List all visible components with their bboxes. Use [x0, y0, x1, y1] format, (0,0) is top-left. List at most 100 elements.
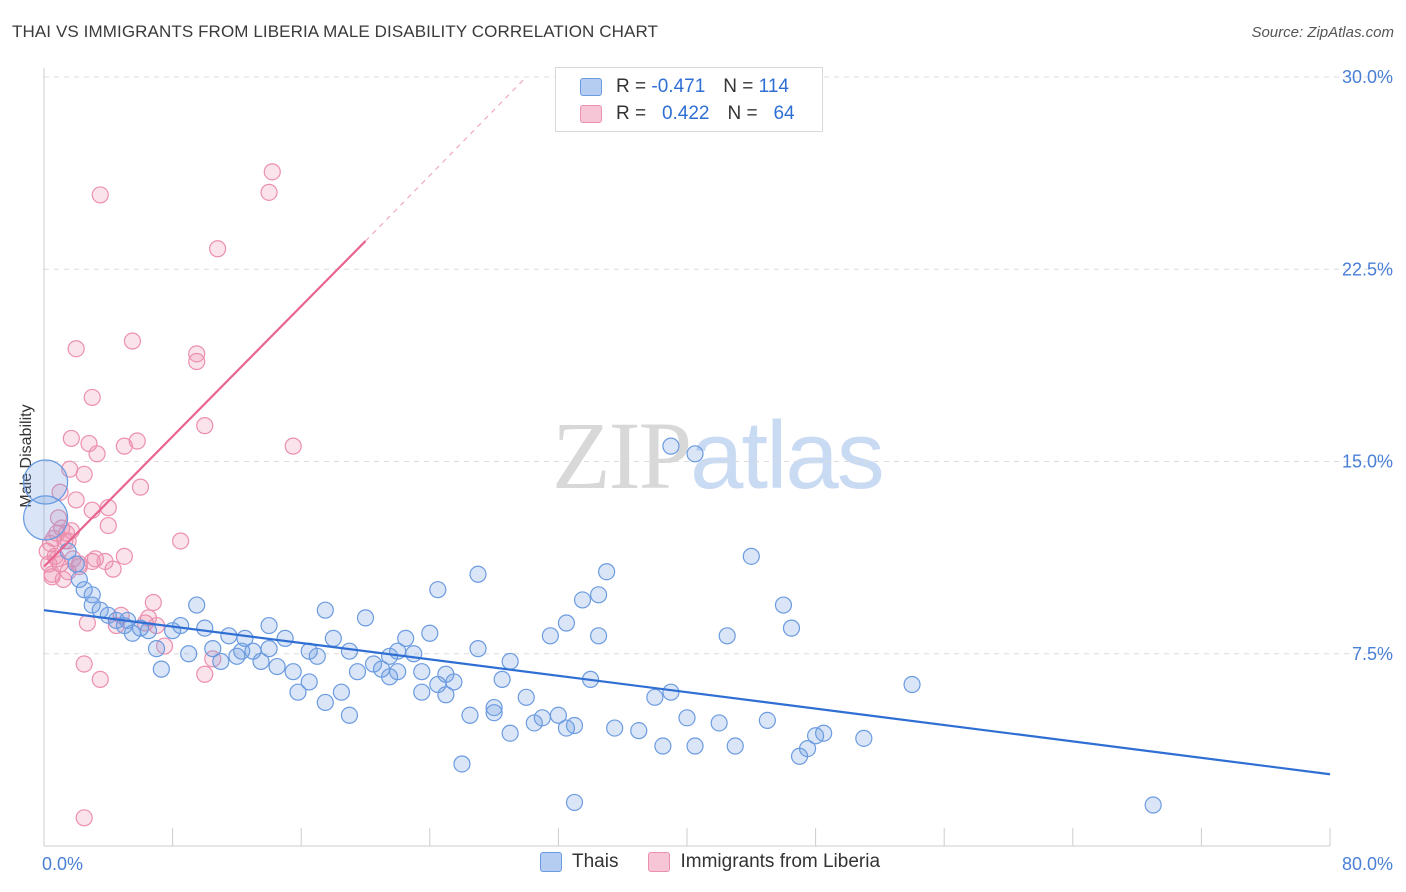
series-legend: Thais Immigrants from Liberia	[540, 851, 910, 873]
y-tick-label: 22.5%	[1342, 259, 1393, 279]
liberia-point	[75, 655, 93, 673]
source-label: Source: ZipAtlas.com	[1251, 24, 1394, 41]
thais-point	[549, 706, 568, 724]
thais-point	[589, 627, 608, 645]
thais-point	[501, 724, 519, 742]
thais-point	[212, 652, 230, 671]
thais-point	[437, 686, 455, 704]
thais-point	[774, 596, 793, 614]
liberia-point	[209, 240, 227, 258]
thais-point	[557, 614, 576, 632]
liberia-point	[88, 445, 106, 463]
legend-label-thais: Thais	[572, 851, 619, 872]
axes	[43, 68, 1331, 847]
thais-point	[289, 683, 307, 701]
thais-point	[340, 706, 359, 724]
thais-regression-line	[43, 609, 1331, 776]
thais-point	[573, 591, 592, 609]
thais-point	[718, 627, 736, 645]
thais-point	[348, 663, 367, 681]
liberia-point	[104, 560, 122, 578]
legend-n-value: 64	[773, 103, 795, 124]
thais-point	[180, 645, 198, 663]
liberia-regression-extension	[365, 76, 527, 242]
thais-point	[252, 652, 270, 671]
liberia-point	[75, 809, 93, 827]
thais-point	[493, 670, 511, 688]
thais-point	[413, 663, 431, 681]
thais-point	[196, 619, 214, 637]
liberia-point	[144, 593, 162, 612]
liberia-point	[83, 552, 101, 571]
legend-r-label: R =	[616, 103, 647, 124]
thais-point	[397, 629, 415, 647]
thais-point	[686, 445, 704, 463]
thais-point	[188, 596, 206, 614]
chart-title: THAI VS IMMIGRANTS FROM LIBERIA MALE DIS…	[12, 22, 658, 41]
legend-r-value: 0.422	[661, 103, 710, 124]
thais-point	[316, 601, 334, 619]
legend-label-liberia: Immigrants from Liberia	[680, 851, 881, 872]
thais-point	[517, 688, 535, 706]
liberia-point	[75, 465, 93, 483]
thais-point	[70, 570, 88, 589]
thais-point	[204, 640, 222, 658]
thais-swatch	[540, 852, 562, 872]
liberia-point	[70, 557, 88, 576]
thais-point	[260, 640, 278, 658]
liberia-points	[38, 163, 302, 827]
x-tick-label: 0.0%	[42, 854, 83, 874]
x-tick-label: 80.0%	[1342, 854, 1393, 874]
thais-point	[798, 739, 817, 758]
liberia-point	[263, 163, 281, 181]
legend-item-thais[interactable]: Thais	[540, 851, 618, 873]
thais-points	[23, 437, 1162, 814]
regression-lines	[43, 76, 1331, 776]
thais-point	[220, 627, 238, 645]
thais-point	[782, 619, 801, 637]
thais-point	[710, 714, 728, 732]
liberia-point	[83, 388, 101, 407]
thais-point	[356, 609, 375, 627]
thais-point	[324, 629, 342, 647]
thais-point-large	[23, 495, 69, 541]
liberia-point	[115, 547, 133, 565]
thais-point	[67, 555, 85, 573]
thais-point	[453, 755, 471, 773]
thais-point	[276, 629, 294, 647]
thais-point	[541, 627, 559, 645]
thais-point	[485, 704, 503, 722]
liberia-point	[83, 501, 101, 519]
liberia-point	[86, 550, 105, 568]
thais-point	[268, 657, 286, 676]
legend-row-thais: R = -0.471 N = 114	[580, 75, 789, 99]
thais-point	[565, 793, 584, 812]
thais-point	[565, 716, 584, 735]
thais-point	[152, 660, 170, 678]
thais-point	[260, 616, 278, 635]
thais-point	[413, 683, 431, 701]
thais-swatch	[580, 78, 602, 96]
liberia-point	[260, 183, 278, 201]
thais-point	[461, 706, 479, 724]
thais-point	[389, 663, 407, 681]
thais-point	[533, 709, 551, 727]
thais-point	[855, 729, 873, 747]
legend-item-liberia[interactable]: Immigrants from Liberia	[648, 851, 880, 873]
y-tick-label: 7.5%	[1352, 644, 1393, 664]
thais-point	[501, 652, 519, 671]
y-tick-label: 30.0%	[1342, 67, 1393, 87]
thais-point	[429, 581, 447, 599]
liberia-regression-line	[43, 240, 367, 568]
liberia-point	[284, 437, 302, 455]
tick-labels: 7.5% 15.0% 22.5% 30.0% 0.0% 80.0%	[42, 67, 1393, 874]
thais-point	[316, 693, 334, 712]
thais-point	[758, 711, 776, 729]
liberia-point	[196, 665, 214, 683]
liberia-point	[91, 186, 109, 204]
liberia-point	[99, 499, 117, 517]
thais-point	[742, 547, 760, 565]
thais-point	[332, 683, 350, 701]
watermark-zip: ZIP	[552, 402, 692, 509]
